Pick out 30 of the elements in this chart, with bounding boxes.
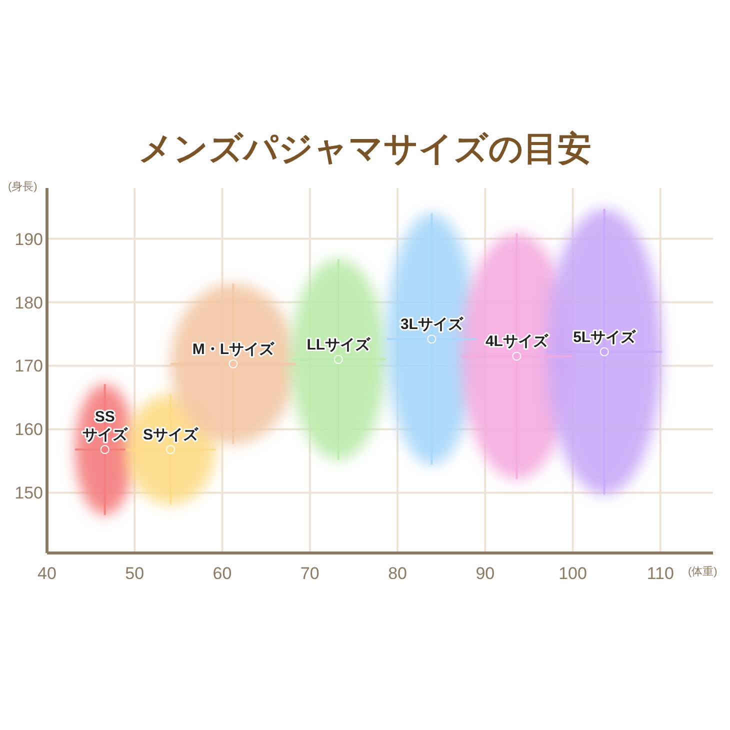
- y-axis-title: (身長): [8, 181, 38, 193]
- x-tick-label: 80: [388, 564, 407, 583]
- y-tick-label: 150: [14, 484, 43, 503]
- point: [228, 359, 238, 368]
- point: [600, 347, 609, 356]
- series-label: Sサイズ: [143, 426, 200, 444]
- point: [334, 354, 343, 364]
- x-tick-label: 70: [300, 564, 320, 583]
- x-tick-label: 40: [38, 564, 56, 583]
- y-tick-label: 180: [14, 293, 43, 312]
- series-label: SS サイズ: [82, 408, 128, 444]
- x-tick-label: 110: [646, 564, 674, 583]
- x-tick-label: 50: [125, 564, 144, 583]
- x-tick-label: 100: [558, 564, 587, 583]
- point: [512, 352, 522, 361]
- series-label: 5Lサイズ: [573, 328, 637, 346]
- x-axis-title: (体重): [688, 565, 718, 578]
- point: [100, 445, 110, 454]
- series-label: M・Lサイズ: [192, 340, 276, 358]
- point: [166, 445, 176, 454]
- y-tick-label: 170: [14, 356, 43, 376]
- point: [427, 334, 436, 344]
- x-tick-label: 90: [476, 564, 495, 583]
- y-tick-label: 160: [14, 420, 43, 440]
- x-tick-label: 60: [212, 564, 232, 583]
- series-label: 4Lサイズ: [485, 333, 549, 350]
- chart-title: メンズパジャマサイズの目安: [138, 130, 592, 168]
- series-label: LLサイズ: [306, 336, 372, 354]
- series-label: 3Lサイズ: [400, 316, 464, 334]
- y-tick-label: 190: [14, 230, 43, 249]
